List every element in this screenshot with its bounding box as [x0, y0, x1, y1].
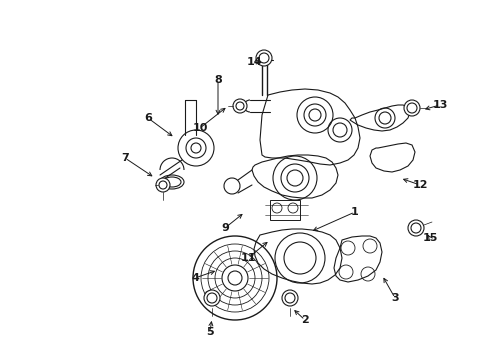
Text: 8: 8	[214, 75, 222, 85]
Text: 11: 11	[240, 253, 255, 263]
Circle shape	[232, 99, 246, 113]
Circle shape	[285, 293, 294, 303]
Circle shape	[156, 178, 170, 192]
Circle shape	[256, 50, 271, 66]
Circle shape	[206, 293, 217, 303]
Circle shape	[407, 220, 423, 236]
Text: 10: 10	[192, 123, 207, 133]
Text: 13: 13	[431, 100, 447, 110]
Circle shape	[259, 53, 268, 63]
Circle shape	[406, 103, 416, 113]
Circle shape	[159, 181, 167, 189]
Circle shape	[227, 271, 242, 285]
Text: 6: 6	[144, 113, 152, 123]
Circle shape	[403, 100, 419, 116]
Circle shape	[236, 102, 244, 110]
Text: 14: 14	[246, 57, 262, 67]
Text: 3: 3	[390, 293, 398, 303]
Text: 9: 9	[221, 223, 228, 233]
Text: 12: 12	[411, 180, 427, 190]
Text: 1: 1	[350, 207, 358, 217]
Text: 15: 15	[422, 233, 437, 243]
Circle shape	[282, 290, 297, 306]
Text: 7: 7	[121, 153, 129, 163]
Text: 2: 2	[301, 315, 308, 325]
Circle shape	[410, 223, 420, 233]
Text: 4: 4	[191, 273, 199, 283]
Circle shape	[203, 290, 220, 306]
Text: 5: 5	[206, 327, 213, 337]
